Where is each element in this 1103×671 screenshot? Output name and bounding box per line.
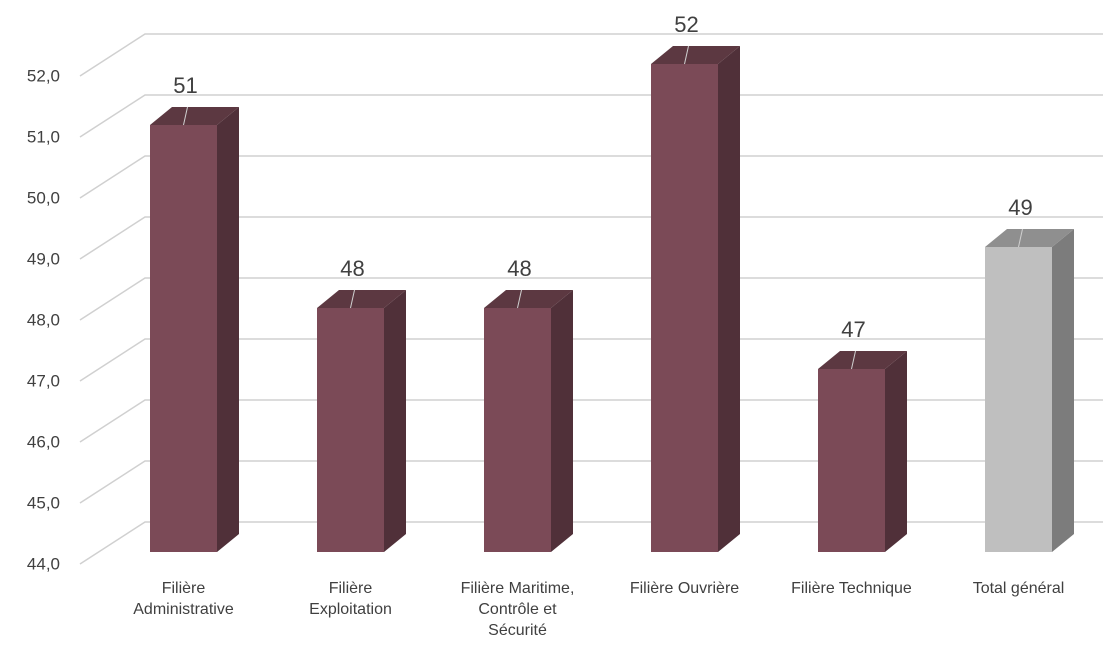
bar-front bbox=[484, 308, 551, 552]
bar-side bbox=[384, 290, 406, 552]
grid-line bbox=[79, 460, 1103, 504]
bar-front bbox=[150, 125, 217, 552]
y-tick-label: 49,0 bbox=[27, 249, 60, 268]
grid-line bbox=[79, 216, 1103, 260]
bar-side bbox=[885, 351, 907, 552]
y-tick-label: 52,0 bbox=[27, 66, 60, 85]
label-leader bbox=[350, 289, 355, 309]
bar-front bbox=[317, 308, 384, 552]
y-tick-label: 46,0 bbox=[27, 432, 60, 451]
bar-top bbox=[484, 290, 573, 308]
bar bbox=[985, 229, 1074, 552]
label-leader bbox=[684, 45, 689, 65]
bar-front bbox=[818, 369, 885, 552]
y-tick-label: 45,0 bbox=[27, 493, 60, 512]
bar bbox=[484, 290, 573, 552]
data-label: 48 bbox=[340, 256, 364, 281]
grid-line bbox=[79, 277, 1103, 321]
label-leader bbox=[517, 289, 522, 309]
y-tick-label: 47,0 bbox=[27, 371, 60, 390]
bar bbox=[317, 290, 406, 552]
bar-side bbox=[1052, 229, 1074, 552]
bar bbox=[150, 107, 239, 552]
y-tick-label: 48,0 bbox=[27, 310, 60, 329]
bar-top bbox=[317, 290, 406, 308]
bar-side bbox=[718, 46, 740, 552]
bar-top bbox=[150, 107, 239, 125]
bar-front bbox=[985, 247, 1052, 552]
grid-line bbox=[79, 94, 1103, 138]
data-label: 47 bbox=[841, 317, 865, 342]
bar-top bbox=[818, 351, 907, 369]
x-tick-label: Filière Maritime, Contrôle et Sécurité bbox=[460, 580, 575, 639]
bar-top bbox=[651, 46, 740, 64]
bar-side bbox=[217, 107, 239, 552]
bar-top bbox=[985, 229, 1074, 247]
label-leader bbox=[183, 106, 188, 126]
x-tick-label: Filière Technique bbox=[791, 580, 912, 597]
bar-side bbox=[551, 290, 573, 552]
data-label: 52 bbox=[674, 12, 698, 37]
grid-line bbox=[79, 521, 1103, 565]
y-tick-label: 51,0 bbox=[27, 127, 60, 146]
x-tick-label: Filière Ouvrière bbox=[629, 580, 740, 597]
y-tick-label: 44,0 bbox=[27, 554, 60, 573]
bar bbox=[651, 46, 740, 552]
x-tick-label: Total général bbox=[972, 580, 1065, 597]
x-tick-label: Filière Administrative bbox=[133, 580, 234, 618]
data-label: 48 bbox=[507, 256, 531, 281]
data-label: 51 bbox=[173, 73, 197, 98]
data-label: 49 bbox=[1008, 195, 1032, 220]
grid-line bbox=[79, 399, 1103, 443]
grid-line bbox=[79, 33, 1103, 77]
y-tick-label: 50,0 bbox=[27, 188, 60, 207]
bar-front bbox=[651, 64, 718, 552]
label-leader bbox=[851, 350, 856, 370]
bar bbox=[818, 351, 907, 552]
grid-line bbox=[79, 155, 1103, 199]
x-tick-label: Filière Exploitation bbox=[309, 580, 392, 618]
grid-line bbox=[79, 338, 1103, 382]
label-leader bbox=[1018, 228, 1023, 248]
